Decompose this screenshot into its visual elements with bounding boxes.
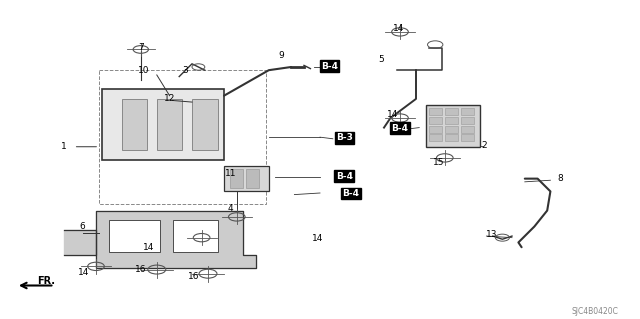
- Text: 16: 16: [188, 272, 199, 281]
- Bar: [429, 134, 442, 141]
- Bar: [157, 99, 182, 150]
- Text: 4: 4: [228, 204, 233, 213]
- Bar: [173, 220, 218, 252]
- Bar: [445, 117, 458, 124]
- Text: 13: 13: [486, 230, 497, 239]
- Text: 10: 10: [138, 66, 150, 75]
- Text: B-4: B-4: [392, 124, 408, 133]
- Text: 14: 14: [393, 24, 404, 33]
- Text: 1: 1: [61, 142, 67, 151]
- Text: B-4: B-4: [336, 172, 353, 181]
- Text: FR.: FR.: [37, 276, 55, 286]
- Text: B-3: B-3: [336, 133, 353, 142]
- Text: 7: 7: [138, 43, 143, 52]
- Text: 9: 9: [279, 51, 284, 60]
- Bar: [246, 169, 259, 188]
- Bar: [445, 108, 458, 115]
- Text: 12: 12: [164, 94, 175, 103]
- Bar: [461, 108, 474, 115]
- Text: 14: 14: [387, 110, 398, 119]
- Text: B-4: B-4: [321, 62, 338, 71]
- Text: 8: 8: [557, 174, 563, 182]
- Bar: [461, 117, 474, 124]
- Bar: [122, 99, 147, 150]
- Bar: [230, 169, 243, 188]
- Text: 6: 6: [79, 222, 84, 231]
- Bar: [192, 99, 218, 150]
- Text: 2: 2: [482, 141, 487, 150]
- Bar: [224, 166, 269, 191]
- Text: 11: 11: [225, 169, 236, 178]
- Text: 3: 3: [183, 66, 188, 75]
- Bar: [445, 134, 458, 141]
- Bar: [102, 89, 224, 160]
- Bar: [461, 134, 474, 141]
- Text: 14: 14: [312, 234, 324, 243]
- Text: 5: 5: [379, 55, 384, 63]
- Text: SJC4B0420C: SJC4B0420C: [572, 307, 619, 315]
- Bar: [109, 220, 160, 252]
- Text: 14: 14: [143, 243, 154, 252]
- Text: 15: 15: [433, 158, 445, 167]
- Bar: [445, 126, 458, 133]
- Bar: [461, 126, 474, 133]
- Text: 14: 14: [77, 268, 89, 277]
- Bar: [429, 126, 442, 133]
- Bar: [429, 117, 442, 124]
- Text: B-4: B-4: [342, 189, 359, 198]
- Bar: [99, 70, 266, 204]
- Bar: [429, 108, 442, 115]
- Bar: [426, 105, 480, 147]
- Polygon shape: [64, 211, 256, 268]
- Text: 16: 16: [135, 265, 147, 274]
